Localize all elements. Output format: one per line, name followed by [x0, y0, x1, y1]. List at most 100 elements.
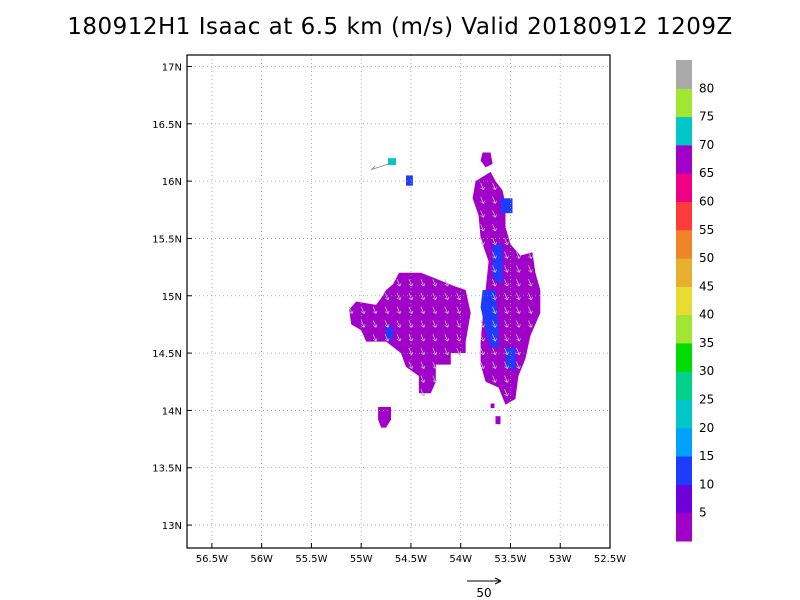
wind-arrow — [492, 334, 497, 342]
wind-arrow — [516, 334, 521, 342]
chart-title: 180912H1 Isaac at 6.5 km (m/s) Valid 201… — [67, 14, 733, 40]
wind-arrow — [492, 237, 497, 246]
wind-arrow — [516, 292, 521, 301]
colorbar-swatch — [676, 258, 692, 287]
colorbar-swatch — [676, 116, 692, 146]
wind-arrow — [420, 389, 426, 397]
wind-arrow — [444, 347, 450, 356]
region-isolated-blue — [406, 175, 413, 186]
wind-arrow — [480, 196, 485, 204]
x-tick-label: 54W — [449, 554, 472, 565]
grid-lines — [187, 55, 610, 548]
y-tick-label: 16N — [162, 177, 182, 188]
wind-arrow — [432, 279, 438, 287]
region-west-lobe-purple — [349, 272, 471, 394]
y-tick-label: 14.5N — [152, 349, 182, 360]
wind-arrow — [370, 162, 393, 171]
wind-arrow — [504, 279, 509, 287]
colorbar-label: 20 — [699, 421, 714, 435]
x-tick-label: 56W — [250, 554, 273, 565]
y-tick-label: 17N — [162, 62, 182, 73]
wind-arrow — [408, 347, 414, 356]
colorbar-label: 55 — [699, 223, 714, 237]
colorbar-swatch — [676, 342, 692, 372]
colorbar: 5 10 15 20 25 30 35 40 45 50 55 60 65 70 75 80 — [676, 60, 714, 542]
wind-arrow — [492, 279, 497, 287]
wind-arrow — [504, 375, 509, 383]
colorbar-label: 15 — [699, 449, 714, 463]
wind-arrow — [492, 196, 497, 204]
wind-arrow — [432, 334, 438, 342]
plot-frame — [186, 54, 611, 549]
wind-arrow — [504, 292, 509, 301]
wind-arrow — [492, 306, 497, 315]
wind-arrow — [492, 223, 497, 232]
x-tick-label: 55.5W — [295, 554, 327, 565]
wind-arrow — [528, 306, 533, 315]
colorbar-label: 70 — [699, 138, 714, 152]
wind-arrow — [384, 334, 390, 342]
wind-arrow — [372, 334, 378, 342]
colorbar-label: 50 — [699, 251, 714, 265]
wind-arrow — [456, 334, 462, 342]
wind-arrow — [408, 361, 414, 370]
wind-arrow — [372, 306, 378, 315]
reference-vector: 50 — [467, 577, 502, 600]
wind-arrow — [492, 320, 497, 328]
colorbar-label: 10 — [699, 477, 714, 491]
colorbar-label: 35 — [699, 336, 714, 350]
wind-arrow — [396, 334, 402, 342]
wind-arrow — [420, 347, 426, 356]
x-tick-label: 53.5W — [494, 554, 526, 565]
wind-arrow — [480, 210, 485, 218]
wind-arrow — [480, 182, 485, 191]
wind-arrow — [492, 265, 497, 273]
region-east-arm-purple — [472, 171, 541, 405]
region-east-upper-blue — [492, 244, 503, 285]
y-tick-label: 15.5N — [152, 234, 182, 245]
wind-arrow — [420, 292, 426, 301]
wind-arrow — [432, 375, 438, 383]
wind-arrow — [348, 306, 354, 315]
wind-arrow — [420, 375, 426, 383]
reference-arrow-head — [494, 577, 502, 585]
wind-arrow — [384, 320, 390, 328]
colorbar-swatch — [676, 173, 692, 202]
x-tick-label: 54.5W — [395, 554, 427, 565]
wind-arrow — [516, 306, 521, 315]
wind-arrow — [528, 292, 533, 301]
wind-arrow — [504, 251, 509, 259]
colorbar-swatch — [676, 427, 692, 457]
wind-arrow — [396, 306, 402, 315]
colorbar-swatch — [676, 229, 692, 259]
wind-arrow — [444, 279, 450, 287]
y-tick-label: 15N — [162, 292, 182, 303]
wind-arrow — [408, 306, 414, 315]
region-north-tower-purple — [480, 152, 493, 168]
wind-arrow — [480, 334, 485, 342]
x-tick-label: 55W — [350, 554, 373, 565]
wind-arrow — [504, 306, 509, 315]
wind-vectors — [348, 162, 533, 397]
colorbar-label: 60 — [699, 194, 714, 208]
wind-arrow — [420, 306, 426, 315]
wind-arrow — [516, 320, 521, 328]
colorbar-label: 30 — [699, 364, 714, 378]
colorbar-label: 45 — [699, 279, 714, 293]
wind-arrow — [396, 279, 402, 287]
colorbar-swatch — [676, 484, 692, 514]
region-tiny-purple-a — [495, 416, 501, 425]
region-west-blue — [386, 326, 393, 340]
wind-arrow — [492, 292, 497, 301]
wind-arrow — [528, 265, 533, 273]
region-south-blob-purple — [378, 407, 391, 428]
colorbar-swatch — [676, 286, 692, 316]
wind-arrow — [456, 320, 462, 328]
x-tick-label: 56.5W — [196, 554, 228, 565]
colorbar-swatch — [676, 512, 692, 542]
wind-arrow — [480, 320, 485, 328]
y-tick-label: 13N — [162, 521, 182, 532]
wind-arrow — [432, 306, 438, 315]
wind-arrow — [408, 334, 414, 342]
wind-arrow — [384, 306, 390, 315]
